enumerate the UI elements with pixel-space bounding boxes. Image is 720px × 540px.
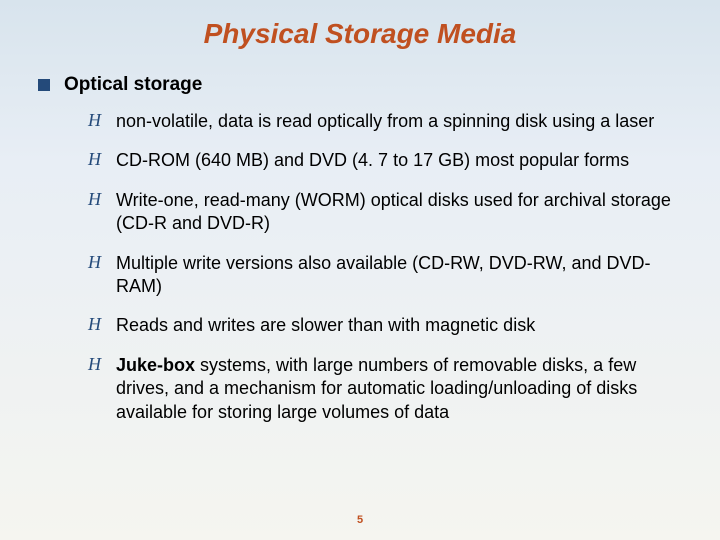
sub-bullet-marker: H — [88, 252, 116, 274]
list-item: H Multiple write versions also available… — [88, 252, 672, 299]
sub-bullet-marker: H — [88, 189, 116, 211]
square-bullet-marker — [38, 79, 50, 91]
main-bullet: Optical storage — [38, 74, 672, 96]
content-area: Optical storage H non-volatile, data is … — [0, 74, 720, 424]
sub-bullet-marker: H — [88, 110, 116, 132]
sub-bullet-marker: H — [88, 149, 116, 171]
sub-bullet-marker: H — [88, 314, 116, 336]
page-number: 5 — [0, 514, 720, 526]
slide-title: Physical Storage Media — [0, 0, 720, 74]
list-item-text: CD-ROM (640 MB) and DVD (4. 7 to 17 GB) … — [116, 149, 672, 172]
list-item-text: Multiple write versions also available (… — [116, 252, 672, 299]
list-item: H Reads and writes are slower than with … — [88, 314, 672, 337]
list-item: H Juke-box systems, with large numbers o… — [88, 354, 672, 424]
list-item: H CD-ROM (640 MB) and DVD (4. 7 to 17 GB… — [88, 149, 672, 172]
list-item: H Write-one, read-many (WORM) optical di… — [88, 189, 672, 236]
main-bullet-text: Optical storage — [64, 74, 202, 96]
item-rest: systems, with large numbers of removable… — [116, 355, 637, 422]
list-item-text: Juke-box systems, with large numbers of … — [116, 354, 672, 424]
sub-bullet-list: H non-volatile, data is read optically f… — [38, 110, 672, 424]
bold-term: Juke-box — [116, 355, 195, 375]
sub-bullet-marker: H — [88, 354, 116, 376]
list-item: H non-volatile, data is read optically f… — [88, 110, 672, 133]
list-item-text: Write-one, read-many (WORM) optical disk… — [116, 189, 672, 236]
list-item-text: Reads and writes are slower than with ma… — [116, 314, 672, 337]
list-item-text: non-volatile, data is read optically fro… — [116, 110, 672, 133]
